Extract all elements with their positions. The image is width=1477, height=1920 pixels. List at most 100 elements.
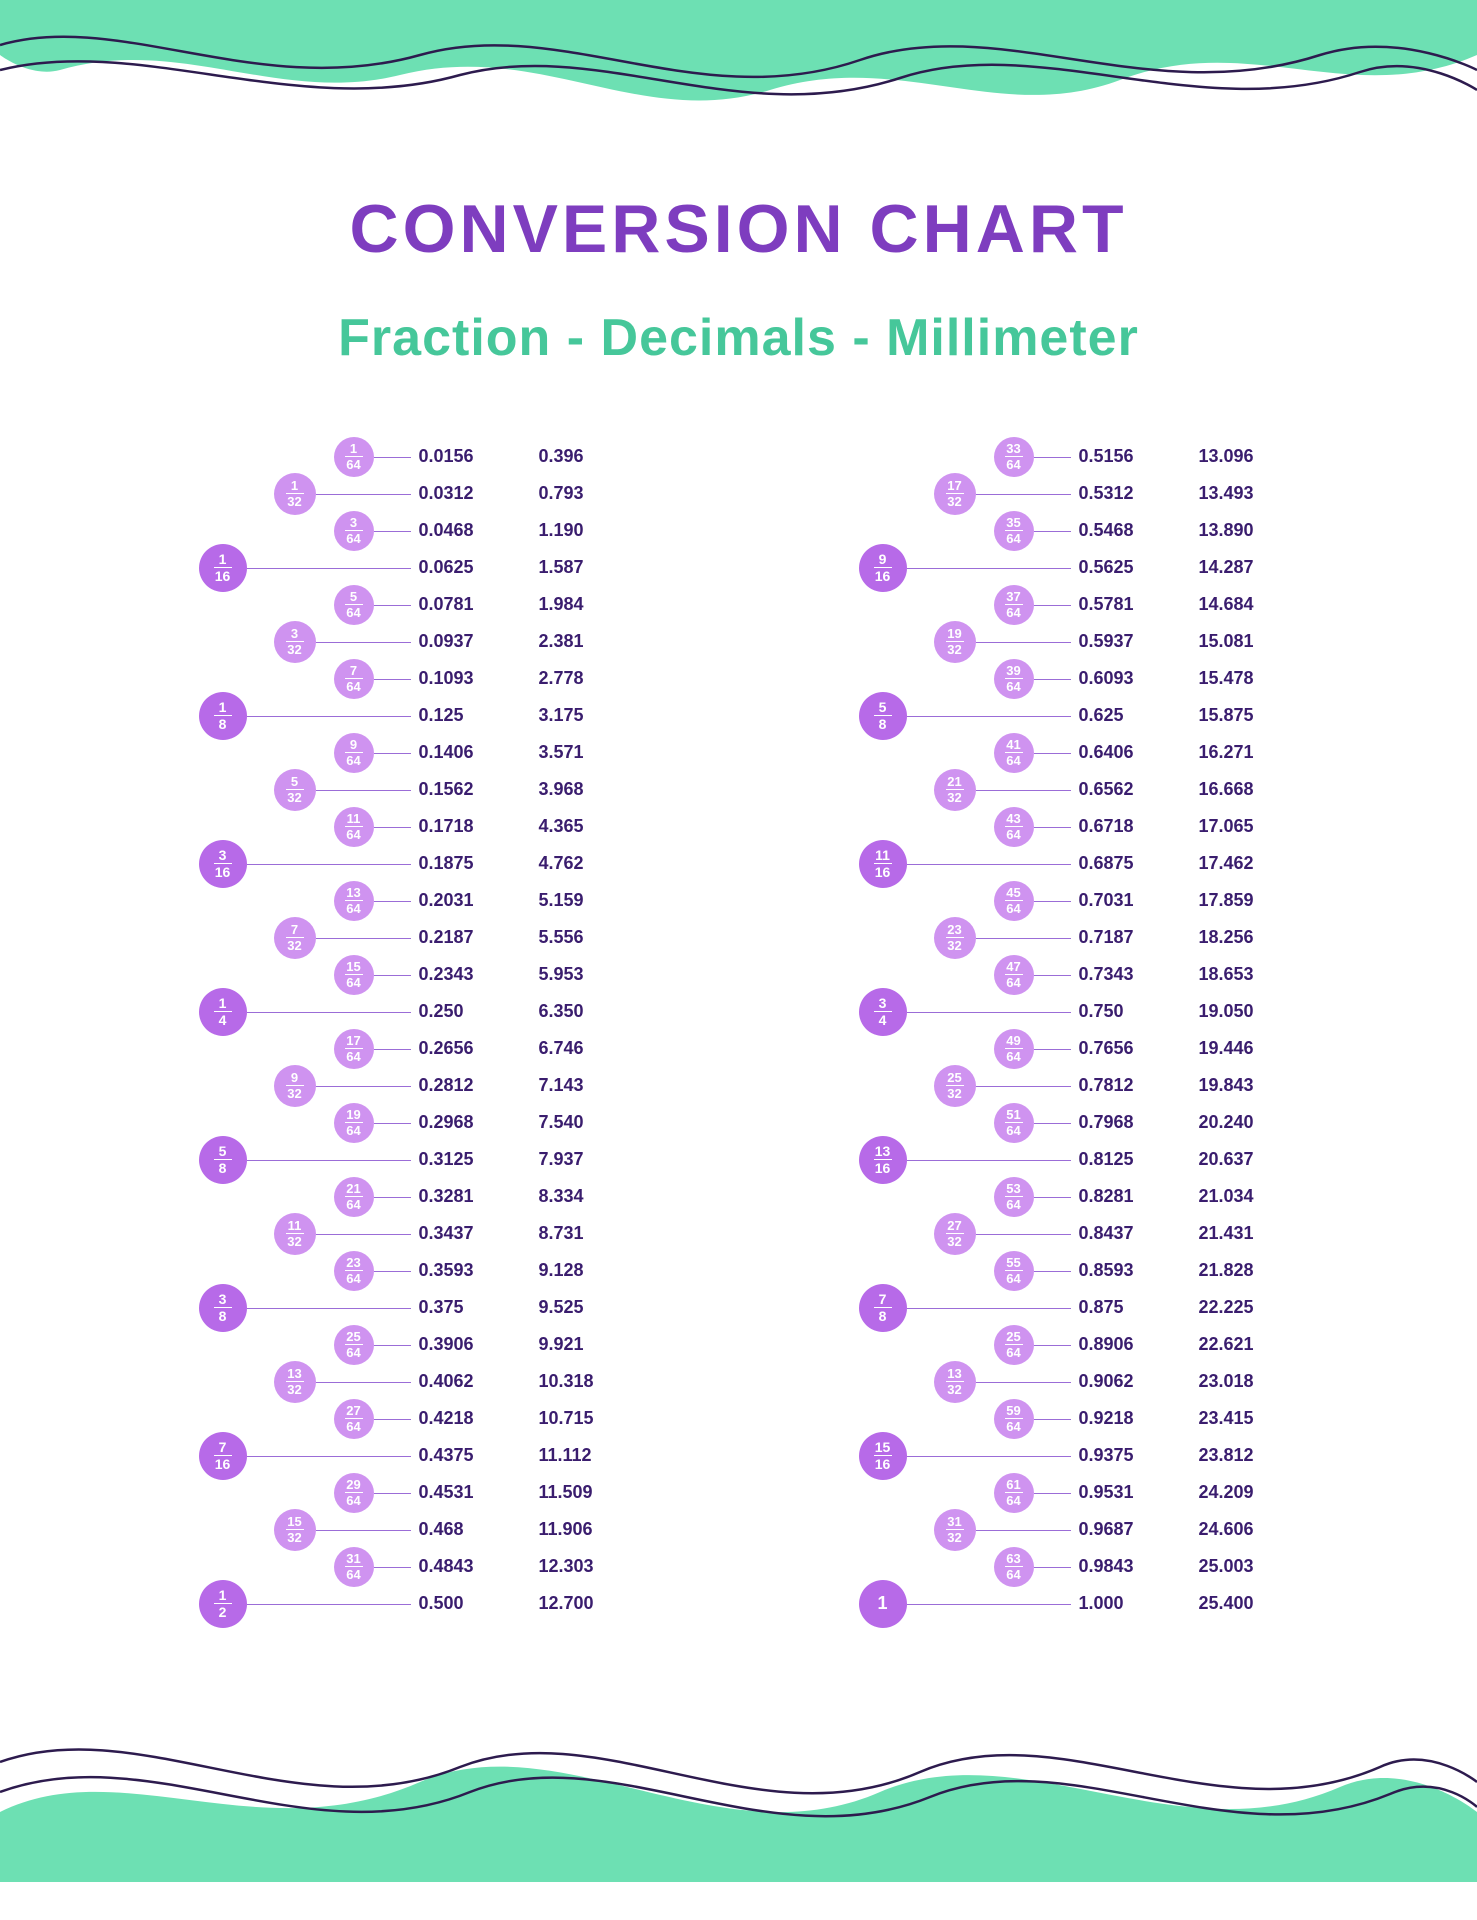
fraction-bubble: 5564 — [994, 1251, 1034, 1291]
connector-line — [247, 864, 411, 865]
fraction-numerator: 63 — [1006, 1552, 1020, 1565]
fraction-denominator: 64 — [1006, 754, 1020, 767]
millimeter-value: 1.587 — [539, 557, 584, 578]
fraction-numerator: 47 — [1006, 960, 1020, 973]
fraction-bubble: 116 — [199, 544, 247, 592]
fraction-denominator: 64 — [346, 1568, 360, 1581]
fraction-denominator: 32 — [947, 1087, 961, 1100]
connector-line — [316, 1086, 411, 1087]
fraction-denominator: 64 — [346, 754, 360, 767]
decimal-value: 0.2656 — [419, 1038, 474, 1059]
connector-line — [374, 1567, 411, 1568]
decimal-value: 0.5781 — [1079, 594, 1134, 615]
fraction-numerator: 5 — [291, 775, 298, 788]
fraction-denominator: 32 — [287, 939, 301, 952]
fraction-numerator: 15 — [287, 1515, 301, 1528]
decimal-value: 0.0781 — [419, 594, 474, 615]
fraction-bubble: 6364 — [994, 1547, 1034, 1587]
millimeter-value: 15.081 — [1199, 631, 1254, 652]
fraction-denominator: 32 — [287, 1235, 301, 1248]
fraction-bubble: 1932 — [934, 621, 976, 663]
decimal-value: 0.1875 — [419, 853, 474, 874]
decimal-value: 0.5156 — [1079, 446, 1134, 467]
decimal-value: 0.6093 — [1079, 668, 1134, 689]
decimal-value: 0.3281 — [419, 1186, 474, 1207]
fraction-denominator: 32 — [287, 643, 301, 656]
connector-line — [1034, 1123, 1071, 1124]
fraction-denominator: 32 — [947, 1235, 961, 1248]
conversion-row: 23640.35939.128 — [159, 1252, 659, 1289]
fraction-bubble: 532 — [274, 769, 316, 811]
fraction-denominator: 32 — [287, 1087, 301, 1100]
fraction-numerator: 21 — [947, 775, 961, 788]
fraction-numerator: 21 — [346, 1182, 360, 1195]
conversion-row: 21320.656216.668 — [819, 771, 1319, 808]
fraction-numerator: 49 — [1006, 1034, 1020, 1047]
decimal-value: 0.0312 — [419, 483, 474, 504]
millimeter-value: 16.668 — [1199, 779, 1254, 800]
decimal-value: 0.250 — [419, 1001, 464, 1022]
conversion-row: 7320.21875.556 — [159, 919, 659, 956]
decimal-value: 0.5937 — [1079, 631, 1134, 652]
millimeter-value: 9.921 — [539, 1334, 584, 1355]
decimal-value: 0.7968 — [1079, 1112, 1134, 1133]
connector-line — [374, 1493, 411, 1494]
decimal-value: 0.8593 — [1079, 1260, 1134, 1281]
fraction-denominator: 64 — [1006, 458, 1020, 471]
fraction-bubble: 12 — [199, 1580, 247, 1628]
connector-line — [976, 938, 1071, 939]
subtitle: Fraction - Decimals - Millimeter — [0, 308, 1477, 368]
connector-line — [374, 1049, 411, 1050]
connector-line — [1034, 457, 1071, 458]
decimal-value: 0.2343 — [419, 964, 474, 985]
conversion-row: 41640.640616.271 — [819, 734, 1319, 771]
connector-line — [374, 1345, 411, 1346]
fraction-denominator: 8 — [219, 717, 227, 731]
fraction-bubble: 3164 — [334, 1547, 374, 1587]
fraction-denominator: 64 — [1006, 680, 1020, 693]
decimal-value: 0.7031 — [1079, 890, 1134, 911]
fraction-denominator: 64 — [1006, 1420, 1020, 1433]
fraction-bubble: 1516 — [859, 1432, 907, 1480]
decimal-value: 0.3437 — [419, 1223, 474, 1244]
fraction-numerator: 55 — [1006, 1256, 1020, 1269]
connector-line — [1034, 531, 1071, 532]
millimeter-value: 3.968 — [539, 779, 584, 800]
fraction-bubble: 732 — [274, 917, 316, 959]
decimal-value: 0.1406 — [419, 742, 474, 763]
millimeter-value: 15.875 — [1199, 705, 1254, 726]
main-title: CONVERSION CHART — [0, 190, 1477, 268]
decimal-value: 0.9843 — [1079, 1556, 1134, 1577]
fraction-denominator: 64 — [1006, 1198, 1020, 1211]
decimal-value: 0.125 — [419, 705, 464, 726]
fraction-numerator: 1 — [219, 996, 227, 1010]
millimeter-value: 0.793 — [539, 483, 584, 504]
fraction-numerator: 13 — [875, 1144, 891, 1158]
decimal-value: 0.0468 — [419, 520, 474, 541]
fraction-denominator: 16 — [875, 569, 891, 583]
fraction-numerator: 3 — [879, 996, 887, 1010]
millimeter-value: 20.637 — [1199, 1149, 1254, 1170]
decimal-value: 0.9218 — [1079, 1408, 1134, 1429]
conversion-row: 15160.937523.812 — [819, 1437, 1319, 1474]
decimal-value: 0.875 — [1079, 1297, 1124, 1318]
fraction-bubble: 2532 — [934, 1065, 976, 1107]
conversion-row: 1564 0.2343 5.953 — [159, 956, 659, 993]
conversion-row: 13320.906223.018 — [819, 1363, 1319, 1400]
decimal-value: 0.750 — [1079, 1001, 1124, 1022]
conversion-row: 27640.421810.715 — [159, 1400, 659, 1437]
fraction-bubble: 2332 — [934, 917, 976, 959]
fraction-bubble: 1764 — [334, 1029, 374, 1069]
millimeter-value: 19.843 — [1199, 1075, 1254, 1096]
millimeter-value: 7.937 — [539, 1149, 584, 1170]
fraction-bubble: 1332 — [274, 1361, 316, 1403]
decimal-value: 0.8906 — [1079, 1334, 1134, 1355]
connector-line — [374, 1271, 411, 1272]
fraction-bubble: 2564 — [334, 1325, 374, 1365]
fraction-bubble: 1332 — [934, 1361, 976, 1403]
fraction-bubble: 1564 — [334, 955, 374, 995]
fraction-numerator: 13 — [346, 886, 360, 899]
decimal-value: 0.2812 — [419, 1075, 474, 1096]
millimeter-value: 5.953 — [539, 964, 584, 985]
fraction-denominator: 64 — [1006, 1568, 1020, 1581]
